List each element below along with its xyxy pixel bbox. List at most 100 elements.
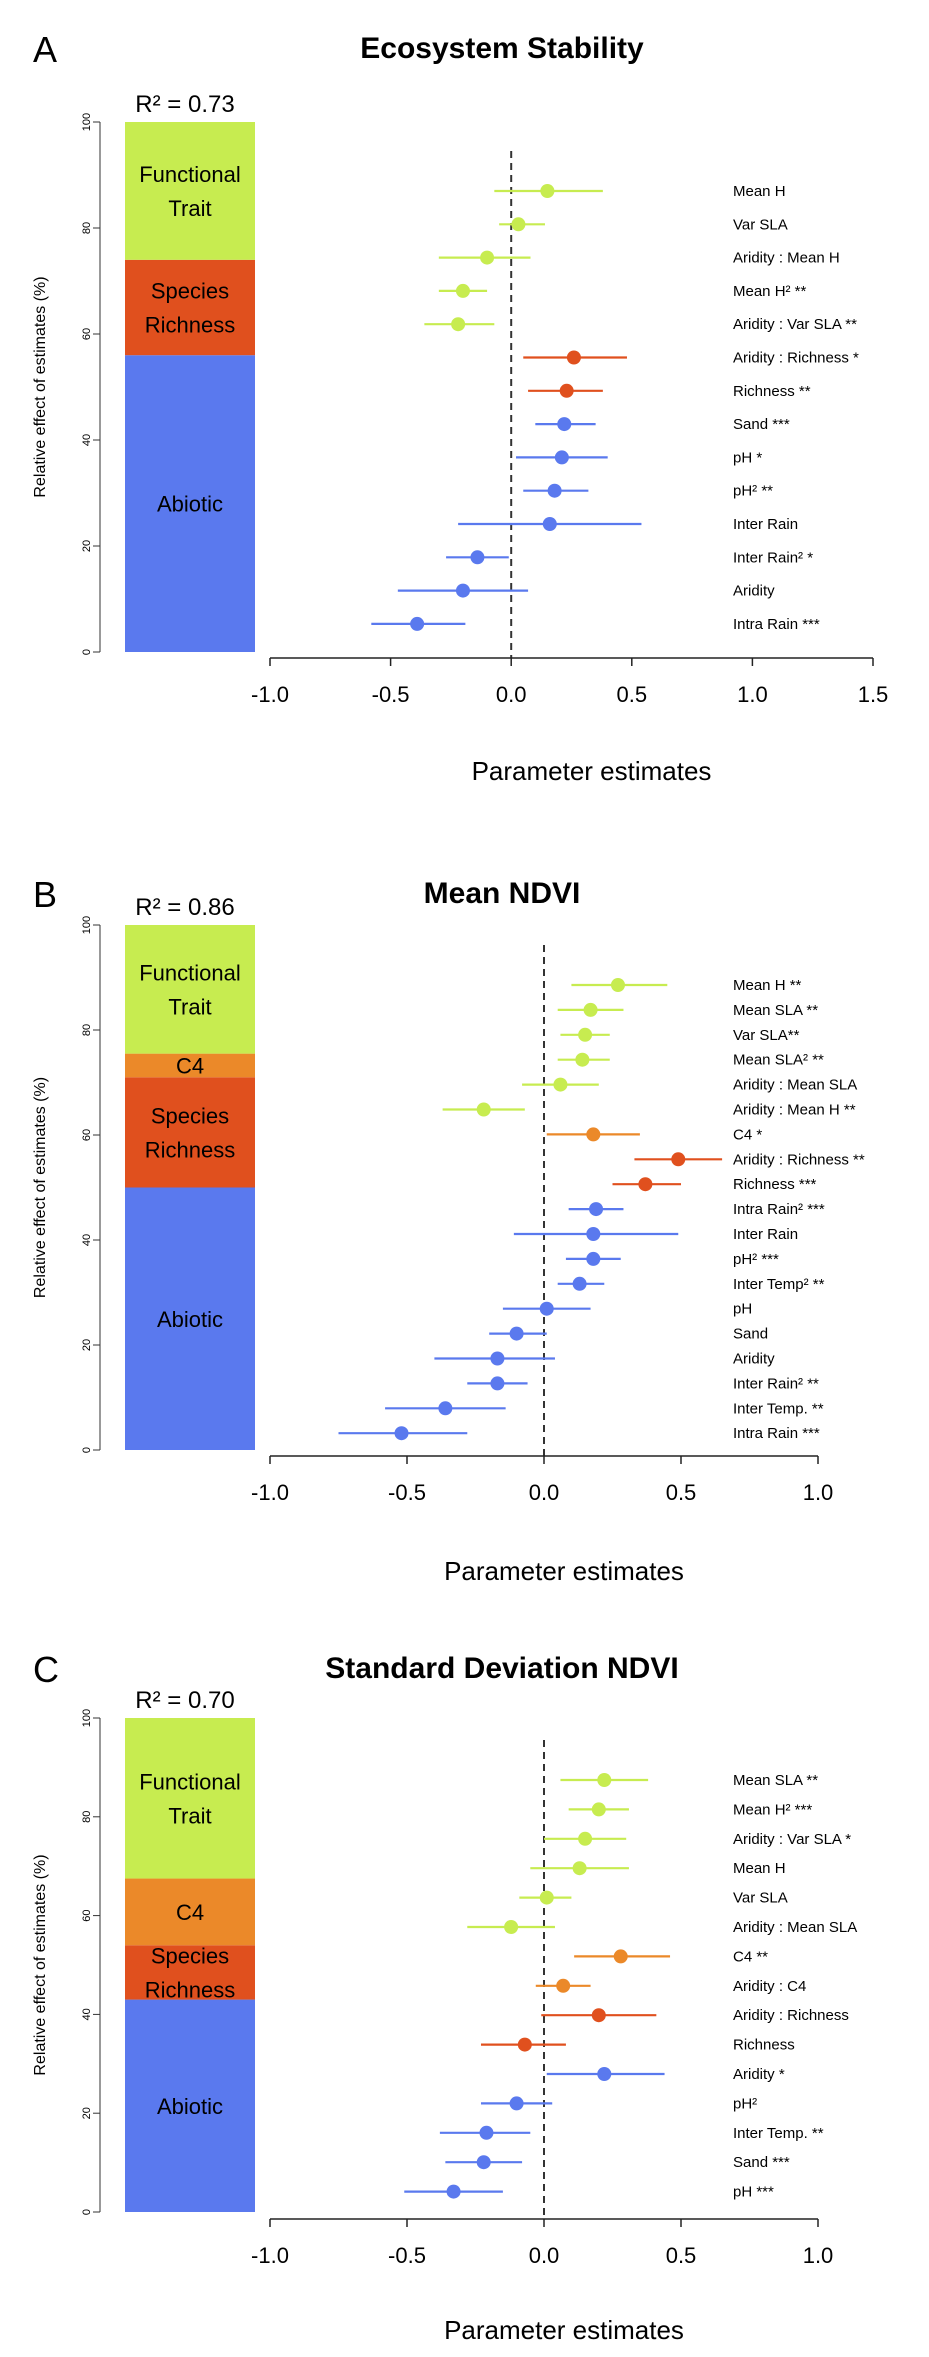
estimate-point [517, 2037, 532, 2052]
row-label: Richness ** [733, 383, 811, 400]
estimate-point [610, 978, 625, 992]
row-label: Intra Rain *** [733, 616, 820, 633]
estimate-point [476, 1102, 491, 1117]
y-tick-label: 100 [81, 1709, 93, 1727]
row-label: C4 ** [733, 1948, 768, 1965]
estimate-point [410, 616, 425, 631]
stack-segment-label: Richness [145, 313, 235, 338]
stack-segment [125, 1053, 255, 1078]
estimate-point [451, 317, 466, 332]
y-axis-label: Relative effect of estimates (%) [32, 276, 49, 497]
x-tick-label: 0.0 [496, 682, 527, 707]
x-tick-label: 0.0 [529, 2243, 560, 2268]
estimate-point [578, 1831, 593, 1846]
y-tick-label: 20 [81, 540, 93, 552]
stack-segment-label: Species [151, 279, 229, 304]
x-tick-label: 1.0 [803, 2243, 834, 2268]
row-label: pH² [733, 2095, 757, 2112]
row-label: Aridity [733, 1351, 775, 1368]
x-tick-label: -1.0 [251, 682, 289, 707]
y-tick-label: 0 [81, 2209, 93, 2215]
row-label: pH² *** [733, 1251, 779, 1268]
estimate-point [455, 283, 470, 298]
estimate-point [572, 1861, 587, 1876]
estimate-point [553, 1077, 568, 1092]
x-axis-label: Parameter estimates [444, 2315, 684, 2345]
stack-segment-label: Species [151, 1943, 229, 1968]
stack-segment-label: Functional [139, 960, 241, 985]
y-tick-label: 80 [81, 1811, 93, 1823]
x-tick-label: 1.0 [737, 682, 768, 707]
estimate-point [586, 1251, 601, 1266]
row-label: Intra Rain² *** [733, 1201, 825, 1218]
row-label: Aridity : Richness * [733, 350, 859, 367]
row-label: pH *** [733, 2184, 774, 2201]
estimate-point [575, 1052, 590, 1067]
estimate-point [591, 2008, 606, 2023]
estimate-point [559, 383, 574, 398]
panel-letter: B [33, 874, 57, 915]
stack-segment [125, 1878, 255, 1946]
x-tick-label: 0.5 [666, 1480, 697, 1505]
stack-segment-label: C4 [176, 1053, 204, 1078]
panel-title: Mean NDVI [424, 877, 581, 910]
estimate-point [638, 1177, 653, 1192]
row-label: Aridity : Richness ** [733, 1151, 865, 1168]
estimate-point [511, 217, 526, 232]
y-tick-label: 100 [81, 916, 93, 934]
estimate-point [476, 2155, 491, 2170]
x-tick-label: 1.5 [858, 682, 889, 707]
row-label: Mean H [733, 1860, 786, 1877]
row-label: Inter Rain [733, 1226, 798, 1243]
estimate-point [597, 2067, 612, 2081]
estimate-point [504, 1920, 519, 1934]
y-axis-label: Relative effect of estimates (%) [32, 1077, 49, 1298]
stack-segment [125, 1077, 255, 1188]
stack-segment-label: Abiotic [157, 2094, 223, 2119]
panel-letter: A [33, 29, 57, 70]
stack-segment [125, 355, 255, 652]
estimate-point [539, 1301, 554, 1316]
r-squared-label: R² = 0.73 [135, 91, 234, 118]
estimate-point [539, 1890, 554, 1905]
row-label: Aridity : Mean H ** [733, 1102, 856, 1119]
row-label: Richness [733, 2037, 795, 2054]
stack-segment [125, 1999, 255, 2212]
row-label: Var SLA** [733, 1027, 800, 1044]
row-label: Mean H² *** [733, 1801, 812, 1818]
x-tick-label: -1.0 [251, 2243, 289, 2268]
y-tick-label: 60 [81, 328, 93, 340]
x-axis-label: Parameter estimates [444, 1556, 684, 1586]
estimate-point [572, 1276, 587, 1291]
y-tick-label: 0 [81, 1447, 93, 1453]
y-tick-label: 20 [81, 2107, 93, 2119]
estimate-point [438, 1401, 453, 1416]
estimate-point [671, 1152, 686, 1167]
r-squared-label: R² = 0.86 [135, 894, 234, 921]
row-label: Var SLA [733, 1890, 788, 1907]
row-label: Intra Rain *** [733, 1425, 820, 1442]
row-label: Aridity : Mean SLA [733, 1077, 857, 1094]
y-tick-label: 100 [81, 113, 93, 131]
estimate-point [480, 250, 495, 265]
row-label: Inter Temp² ** [733, 1276, 825, 1293]
row-label: Aridity [733, 583, 775, 600]
stack-segment-label: Richness [145, 1977, 235, 2002]
panel-a: A Ecosystem Stability R² = 0.73 Abiotic Spec… [32, 29, 888, 786]
stack-segment-label: Abiotic [157, 1307, 223, 1332]
row-label: Inter Rain² * [733, 549, 813, 566]
row-label: Sand *** [733, 416, 790, 433]
stack-segment-label: Functional [139, 162, 241, 187]
estimate-point [586, 1127, 601, 1142]
row-label: Mean SLA ** [733, 1772, 818, 1789]
x-tick-label: 0.5 [617, 682, 648, 707]
stack-segment [125, 122, 255, 260]
estimate-point [470, 550, 485, 565]
estimate-point [490, 1376, 505, 1391]
y-tick-label: 0 [81, 649, 93, 655]
panel-title: Ecosystem Stability [360, 32, 644, 65]
panel-letter: C [33, 1649, 59, 1690]
x-tick-label: 0.0 [529, 1480, 560, 1505]
stack-segment-label: Richness [145, 1137, 235, 1162]
